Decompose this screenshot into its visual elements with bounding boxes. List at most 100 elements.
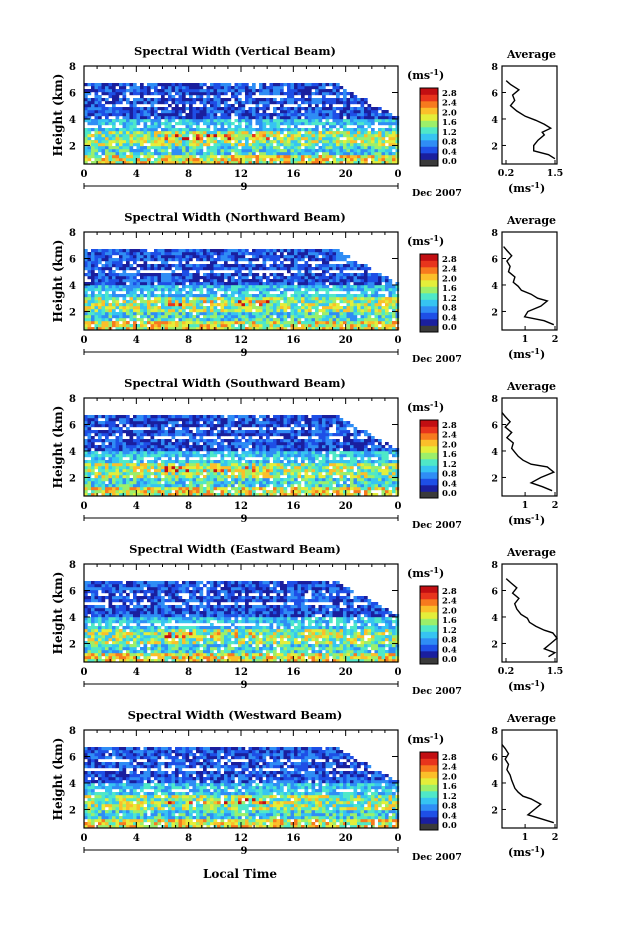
heatmap-cell — [332, 116, 337, 120]
heatmap-cell — [336, 143, 340, 147]
heatmap-cell — [318, 249, 323, 253]
heatmap-cell — [213, 261, 218, 265]
heatmap-cell — [136, 86, 141, 90]
heatmap-cell — [252, 155, 256, 159]
heatmap-cell — [227, 273, 232, 277]
heatmap-cell — [353, 155, 358, 159]
heatmap-cell — [350, 327, 354, 331]
heatmap-cell — [378, 113, 382, 117]
heatmap-cell — [154, 101, 158, 105]
heatmap-cell — [154, 134, 158, 138]
heatmap-cell — [266, 315, 270, 319]
heatmap-cell — [360, 288, 365, 292]
heatmap-cell — [122, 152, 127, 156]
heatmap-cell — [168, 143, 172, 147]
heatmap-cell — [311, 306, 316, 310]
heatmap-cell — [87, 285, 92, 289]
heatmap-cell — [339, 122, 344, 126]
heatmap-cell — [192, 152, 197, 156]
heatmap-cell — [136, 312, 141, 316]
heatmap-cell — [140, 445, 144, 449]
heatmap-cell — [143, 161, 148, 165]
heatmap-cell — [87, 149, 92, 153]
heatmap-cell — [238, 143, 242, 147]
heatmap-cell — [234, 110, 239, 114]
heatmap-cell — [392, 140, 396, 144]
heatmap-cell — [346, 152, 351, 156]
heatmap-cell — [325, 149, 330, 153]
heatmap-cell — [329, 258, 333, 262]
heatmap-cell — [182, 92, 186, 96]
heatmap-cell — [126, 433, 130, 437]
heatmap-cell — [147, 155, 151, 159]
heatmap-cell — [224, 267, 228, 271]
heatmap-cell — [87, 427, 92, 431]
heatmap-cell — [378, 134, 382, 138]
heatmap-cell — [182, 297, 186, 301]
average-x-tick-label: 0.2 — [498, 168, 515, 179]
heatmap-cell — [329, 113, 333, 117]
heatmap-cell — [98, 116, 102, 120]
heatmap-cell — [276, 267, 281, 271]
heatmap-cell — [129, 122, 134, 126]
heatmap-cell — [94, 134, 99, 138]
heatmap-cell — [150, 267, 155, 271]
heatmap-cell — [101, 294, 106, 298]
heatmap-cell — [203, 161, 207, 165]
heatmap-cell — [108, 261, 113, 265]
heatmap-cell — [220, 131, 225, 135]
heatmap-cell — [353, 110, 358, 114]
heatmap-cell — [133, 288, 137, 292]
heatmap-cell — [101, 98, 106, 102]
heatmap-cell — [238, 125, 242, 129]
heatmap-cell — [392, 128, 396, 132]
heatmap-cell — [329, 264, 333, 268]
heatmap-cell — [189, 155, 193, 159]
heatmap-cell — [115, 92, 120, 96]
heatmap-cell — [112, 460, 116, 464]
heatmap-cell — [336, 101, 340, 105]
heatmap-cell — [143, 463, 148, 467]
heatmap-cell — [94, 324, 99, 328]
heatmap-cell — [140, 318, 144, 322]
heatmap-cell — [196, 107, 200, 111]
heatmap-cell — [98, 101, 102, 105]
heatmap-cell — [87, 258, 92, 262]
heatmap-cell — [115, 451, 120, 455]
heatmap-cell — [283, 143, 288, 147]
heatmap-cell — [143, 327, 148, 331]
heatmap-cell — [318, 161, 323, 165]
heatmap-cell — [94, 285, 99, 289]
heatmap-cell — [266, 140, 270, 144]
heatmap-cell — [311, 315, 316, 319]
heatmap-cell — [210, 83, 214, 87]
heatmap-cell — [297, 98, 302, 102]
heatmap-cell — [332, 113, 337, 117]
heatmap-cell — [357, 273, 361, 277]
heatmap-cell — [374, 137, 379, 141]
heatmap-cell — [353, 288, 358, 292]
heatmap-cell — [360, 264, 365, 268]
heatmap-cell — [343, 110, 347, 114]
heatmap-cell — [129, 430, 134, 434]
heatmap-cell — [108, 424, 113, 428]
y-tick-label: 2 — [69, 141, 76, 152]
heatmap-cell — [252, 110, 256, 114]
heatmap-cell — [304, 149, 309, 153]
heatmap-cell — [196, 270, 200, 274]
heatmap-cell — [108, 282, 113, 286]
heatmap-cell — [210, 309, 214, 313]
heatmap-cell — [287, 128, 291, 132]
heatmap-cell — [227, 125, 232, 129]
heatmap-cell — [262, 104, 267, 108]
heatmap-cell — [220, 122, 225, 126]
heatmap-cell — [220, 267, 225, 271]
heatmap-cell — [150, 436, 155, 440]
heatmap-cell — [182, 279, 186, 283]
heatmap-cell — [245, 140, 249, 144]
heatmap-cell — [280, 264, 284, 268]
heatmap-cell — [294, 128, 298, 132]
heatmap-cell — [227, 137, 232, 141]
heatmap-cell — [140, 131, 144, 135]
heatmap-cell — [129, 490, 134, 494]
